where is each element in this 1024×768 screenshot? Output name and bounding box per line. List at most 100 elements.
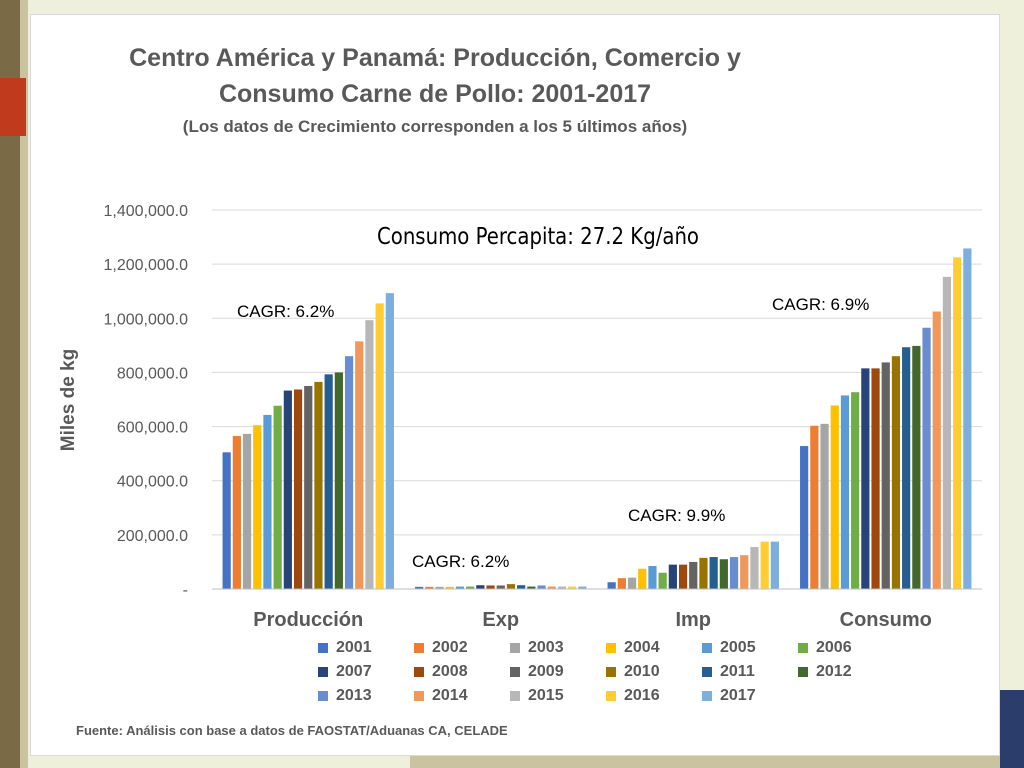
x-axis-categories: Producción Exp Imp Consumo	[253, 609, 932, 631]
legend-item-2001: 2001	[318, 638, 414, 658]
bar-producción-2011	[324, 374, 333, 589]
bar-consumo-2014	[932, 311, 941, 589]
bar-producción-2008	[293, 389, 303, 589]
legend-swatch	[510, 643, 520, 653]
legend-label: 2004	[624, 639, 660, 656]
legend-label: 2014	[432, 687, 468, 704]
bar-consumo-2011	[902, 347, 911, 589]
legend-item-2009: 2009	[510, 662, 606, 682]
legend-label: 2011	[720, 663, 755, 680]
bar-exp-2011	[517, 585, 526, 589]
bar-consumo-2003	[820, 423, 829, 589]
slide-left-strip	[20, 0, 28, 768]
legend-label: 2003	[528, 639, 564, 656]
x-category-label: Exp	[482, 609, 519, 631]
legend-item-2003: 2003	[510, 638, 606, 658]
chart-panel	[30, 14, 1000, 756]
legend-label: 2010	[624, 663, 660, 680]
chart-title: Centro América y Panamá: Producción, Com…	[30, 40, 840, 112]
x-category-label: Producción	[253, 609, 363, 631]
legend-label: 2012	[816, 663, 852, 680]
bar-exp-2001	[415, 586, 424, 589]
legend-item-2010: 2010	[606, 662, 702, 682]
legend-item-2007: 2007	[318, 662, 414, 682]
legend-swatch	[702, 667, 712, 677]
legend-swatch	[510, 667, 520, 677]
bar-exp-2014	[547, 586, 556, 589]
bar-exp-2012	[527, 586, 536, 589]
bar-exp-2006	[466, 586, 475, 589]
chart-legend: 2001 2002 2003 2004 2005 2006 2007 2008 2009 2010…	[318, 638, 898, 706]
legend-item-2006: 2006	[798, 638, 894, 658]
chart-title-line-2: Consumo Carne de Pollo: 2001-2017	[218, 80, 652, 108]
bar-exp-2004	[445, 586, 454, 589]
legend-label: 2008	[432, 663, 468, 680]
bar-exp-2003	[435, 586, 444, 589]
bar-consumo-2010	[891, 356, 901, 589]
bar-imp-2008	[678, 564, 688, 589]
annotation-imp-cagr: CAGR: 9.9%	[628, 506, 725, 525]
legend-swatch	[318, 643, 328, 653]
bar-producción-2010	[314, 381, 323, 589]
bar-imp-2002	[617, 578, 626, 589]
bar-consumo-2005	[840, 395, 850, 589]
bar-producción-2009	[304, 385, 313, 589]
legend-item-2013: 2013	[318, 686, 414, 706]
bar-producción-2007	[283, 390, 292, 589]
bar-producción-2013	[344, 356, 354, 589]
legend-item-2017: 2017	[702, 686, 798, 706]
y-tick-label: 800,000.0	[117, 365, 188, 382]
legend-label: 2009	[528, 663, 564, 680]
bar-producción-2003	[242, 433, 252, 589]
legend-label: 2007	[336, 663, 372, 680]
bar-consumo-2002	[810, 425, 819, 589]
bar-exp-2016	[568, 586, 577, 589]
bar-exp-2009	[496, 585, 505, 589]
legend-swatch	[414, 691, 424, 701]
legend-swatch	[414, 667, 424, 677]
bar-producción-2017	[385, 293, 394, 589]
bar-exp-2002	[425, 586, 434, 589]
bar-consumo-2001	[800, 446, 809, 589]
legend-swatch	[606, 667, 616, 677]
legend-item-2008: 2008	[414, 662, 510, 682]
legend-label: 2001	[336, 639, 372, 656]
annotation-exp-cagr: CAGR: 6.2%	[412, 552, 509, 571]
source-note: Fuente: Análisis con base a datos de FAO…	[76, 723, 508, 738]
legend-item-2015: 2015	[510, 686, 606, 706]
y-axis-ticks: - 200,000.0 400,000.0 600,000.0 800,000.0 1,0…	[103, 203, 188, 599]
bar-imp-2004	[638, 568, 647, 589]
annotation-consumo-cagr: CAGR: 6.9%	[772, 295, 869, 314]
chart-subtitle: (Los datos de Crecimiento corresponden a…	[182, 117, 688, 136]
legend-swatch	[318, 691, 328, 701]
legend-label: 2013	[336, 687, 372, 704]
bar-exp-2013	[537, 585, 546, 589]
legend-label: 2006	[816, 639, 852, 656]
legend-swatch	[510, 691, 520, 701]
bar-producción-2014	[355, 341, 364, 589]
legend-label: 2005	[720, 639, 756, 656]
bar-consumo-2017	[963, 248, 972, 589]
y-tick-label: 1,400,000.0	[103, 203, 188, 220]
bar-producción-2016	[375, 303, 384, 589]
legend-item-2011: 2011	[702, 662, 798, 682]
legend-swatch	[798, 667, 808, 677]
bar-imp-2006	[658, 572, 667, 589]
bar-producción-2004	[253, 425, 262, 589]
bar-exp-2010	[506, 584, 516, 589]
bar-consumo-2008	[871, 368, 880, 589]
bar-producción-2001	[222, 452, 231, 589]
legend-label: 2002	[432, 639, 468, 656]
bar-consumo-2012	[912, 345, 921, 589]
bar-consumo-2007	[861, 368, 870, 589]
bar-producción-2012	[334, 372, 343, 589]
y-tick-label: 400,000.0	[117, 474, 188, 491]
bar-exp-2008	[486, 585, 495, 589]
bar-consumo-2006	[851, 392, 860, 589]
legend-swatch	[702, 643, 712, 653]
bar-imp-2012	[719, 559, 728, 589]
bar-imp-2005	[648, 565, 657, 589]
bar-imp-2007	[668, 564, 677, 589]
bar-exp-2005	[455, 586, 465, 589]
y-tick-label: 1,000,000.0	[103, 311, 188, 328]
